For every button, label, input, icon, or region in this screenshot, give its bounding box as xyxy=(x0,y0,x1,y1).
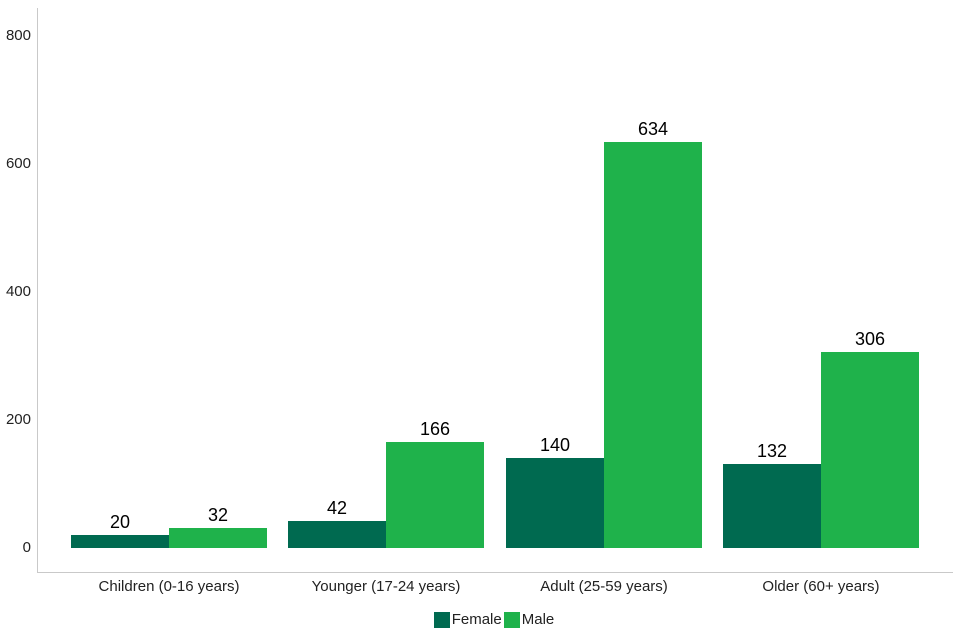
y-tick-label: 800 xyxy=(5,27,31,44)
bar-value-label: 132 xyxy=(756,441,788,461)
y-tick-label: 0 xyxy=(22,539,31,556)
bar-value-label: 306 xyxy=(854,329,886,349)
legend-item-female: Female xyxy=(433,611,504,629)
legend-swatch-icon xyxy=(433,612,450,628)
bar-male-3 xyxy=(604,142,702,548)
plot-area xyxy=(37,8,953,573)
bar-value-label: 634 xyxy=(637,119,669,139)
legend-label: Male xyxy=(521,611,555,628)
y-tick-label: 400 xyxy=(5,283,31,300)
y-tick-label: 200 xyxy=(5,411,31,428)
bar-value-label: 166 xyxy=(419,419,451,439)
legend-item-male: Male xyxy=(503,611,557,629)
x-axis-category-label: Older (60+ years) xyxy=(762,578,880,595)
bar-female-2 xyxy=(288,521,386,548)
legend-label: Female xyxy=(451,611,502,628)
bar-value-label: 42 xyxy=(326,498,348,518)
bar-value-label: 20 xyxy=(109,512,131,532)
bar-male-4 xyxy=(821,352,919,548)
legend: Female Male xyxy=(37,611,953,629)
bar-female-4 xyxy=(723,464,821,548)
bar-female-1 xyxy=(71,535,169,548)
x-axis-category-label: Adult (25-59 years) xyxy=(540,578,668,595)
bar-value-label: 32 xyxy=(207,505,229,525)
y-tick-label: 600 xyxy=(5,155,31,172)
legend-swatch-icon xyxy=(503,612,520,628)
bar-female-3 xyxy=(506,458,604,548)
bar-male-2 xyxy=(386,442,484,548)
bar-male-1 xyxy=(169,528,267,548)
x-axis-category-label: Children (0-16 years) xyxy=(98,578,240,595)
x-axis-category-label: Younger (17-24 years) xyxy=(311,578,461,595)
bar-value-label: 140 xyxy=(539,435,571,455)
